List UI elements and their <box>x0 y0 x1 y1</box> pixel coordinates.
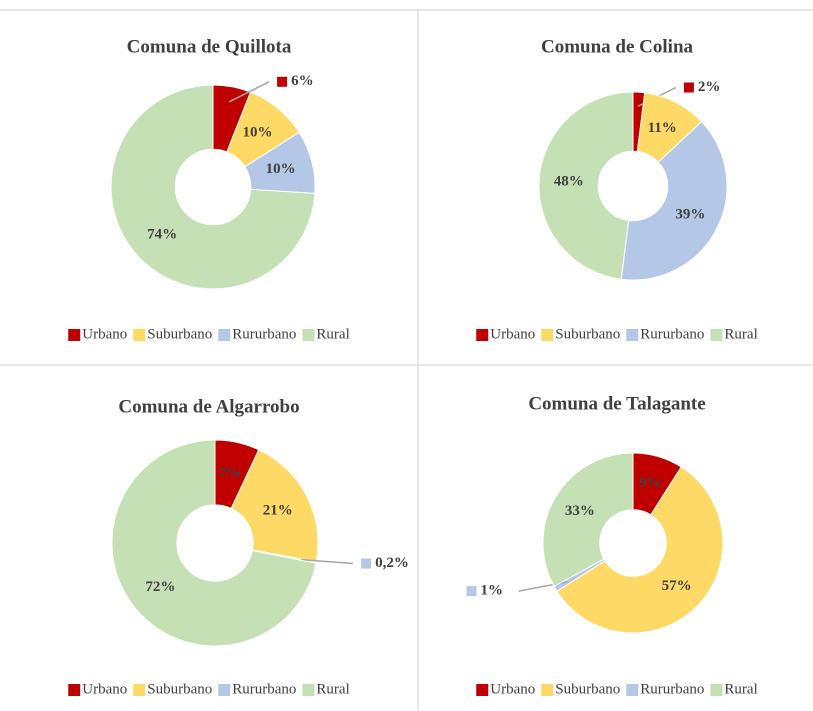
data-label: 33% <box>565 503 595 519</box>
label-key <box>361 558 372 569</box>
legend-label: Rural <box>724 326 757 342</box>
legend-key <box>710 684 723 696</box>
legend-key <box>218 329 231 341</box>
data-label: 48% <box>554 173 584 189</box>
legend-label: Rural <box>316 681 349 697</box>
legend: Urbano Suburbano Rururbano Rural <box>476 681 758 697</box>
legend: Urbano Suburbano Rururbano Rural <box>68 326 350 342</box>
donut-slice <box>230 449 319 563</box>
legend: Urbano Suburbano Rururbano Rural <box>68 681 350 697</box>
donut-slice <box>556 466 724 634</box>
data-label: 1% <box>481 583 504 599</box>
data-label: 11% <box>648 120 677 136</box>
legend-label: Rururbano <box>232 326 296 342</box>
legend-label: Urbano <box>490 681 535 697</box>
legend-key <box>68 684 81 696</box>
chart-title: Comuna de Algarrobo <box>118 396 299 417</box>
donut-slice <box>542 452 634 588</box>
legend-label: Urbano <box>82 326 127 342</box>
leader-line <box>228 81 270 103</box>
donut-slice <box>111 439 317 647</box>
donut-slice <box>620 120 728 281</box>
legend-key <box>626 684 639 696</box>
label-key <box>683 82 694 93</box>
data-label: 6% <box>291 73 314 89</box>
legend-label: Suburbano <box>147 681 212 697</box>
legend-key <box>626 329 639 341</box>
data-label: 0,2% <box>375 555 409 571</box>
legend-key <box>476 329 489 341</box>
data-label: 10% <box>243 125 273 141</box>
legend-key <box>218 684 231 696</box>
chart-title: Comuna de Quillota <box>127 36 292 57</box>
legend-key <box>302 329 315 341</box>
legend-key <box>133 329 146 341</box>
legend: Urbano Suburbano Rururbano Rural <box>476 326 758 342</box>
legend-key <box>68 329 81 341</box>
data-label: 2% <box>698 79 721 95</box>
legend-key <box>710 329 723 341</box>
data-label: 10% <box>266 161 296 177</box>
legend-label: Suburbano <box>555 326 620 342</box>
legend-label: Rural <box>316 326 349 342</box>
legend-label: Suburbano <box>555 681 620 697</box>
legend-label: Suburbano <box>147 326 212 342</box>
data-label: 21% <box>263 502 293 518</box>
leader-line <box>300 558 354 565</box>
legend-label: Rururbano <box>640 326 704 342</box>
chart-title: Comuna de Colina <box>541 36 694 57</box>
data-label: 74% <box>147 226 177 242</box>
data-label: 72% <box>145 579 175 595</box>
legend-label: Rural <box>724 681 757 697</box>
label-key <box>277 76 288 87</box>
legend-label: Urbano <box>490 326 535 342</box>
donut-slice <box>110 84 316 290</box>
data-label: 9% <box>639 475 662 491</box>
legend-key <box>541 329 554 341</box>
data-label: 57% <box>662 578 692 594</box>
legend-key <box>476 684 489 696</box>
chart-title: Comuna de Talagante <box>528 393 705 414</box>
legend-label: Urbano <box>82 681 127 697</box>
label-key <box>466 586 477 597</box>
data-label: 39% <box>675 207 705 223</box>
donut-slice <box>538 91 634 280</box>
legend-key <box>541 684 554 696</box>
legend-key <box>133 684 146 696</box>
legend-label: Rururbano <box>640 681 704 697</box>
data-label: 7% <box>219 466 242 482</box>
legend-label: Rururbano <box>232 681 296 697</box>
legend-key <box>302 684 315 696</box>
